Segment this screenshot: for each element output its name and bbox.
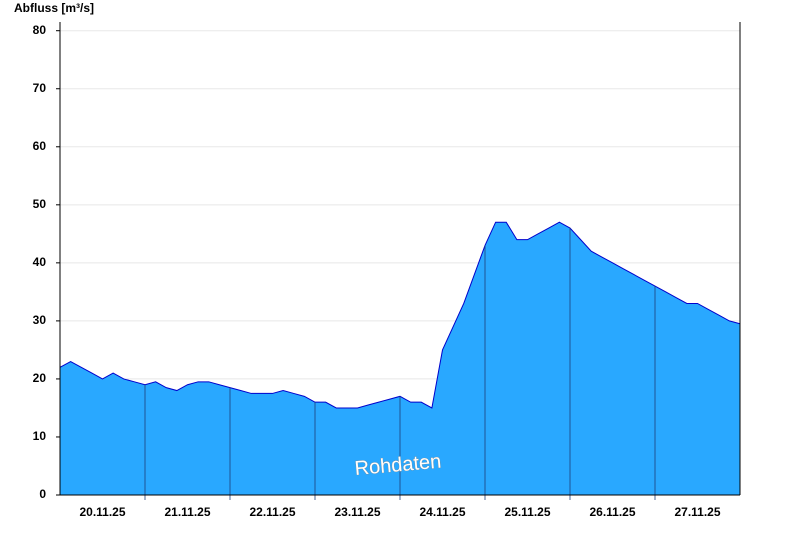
chart-title: Abfluss [m³/s]	[14, 1, 94, 15]
y-tick-label: 50	[33, 197, 47, 211]
x-tick-label: 22.11.25	[249, 505, 295, 519]
x-tick-label: 25.11.25	[504, 505, 550, 519]
line	[59, 221, 741, 409]
x-tick-label: 23.11.25	[334, 505, 380, 519]
y-tick-label: 10	[33, 429, 47, 443]
y-tick-label: 70	[33, 81, 47, 95]
x-tick-label: 24.11.25	[419, 505, 465, 519]
y-tick-label: 60	[33, 139, 47, 153]
x-tick-label: 26.11.25	[589, 505, 635, 519]
x-tick-label: 27.11.25	[674, 505, 720, 519]
y-tick-label: 0	[39, 487, 46, 501]
y-tick-label: 30	[33, 313, 47, 327]
y-tick-label: 20	[33, 371, 47, 385]
y-tick-label: 80	[33, 23, 47, 37]
y-tick-label: 40	[33, 255, 47, 269]
x-tick-label: 20.11.25	[79, 505, 125, 519]
x-tick-label: 21.11.25	[164, 505, 210, 519]
